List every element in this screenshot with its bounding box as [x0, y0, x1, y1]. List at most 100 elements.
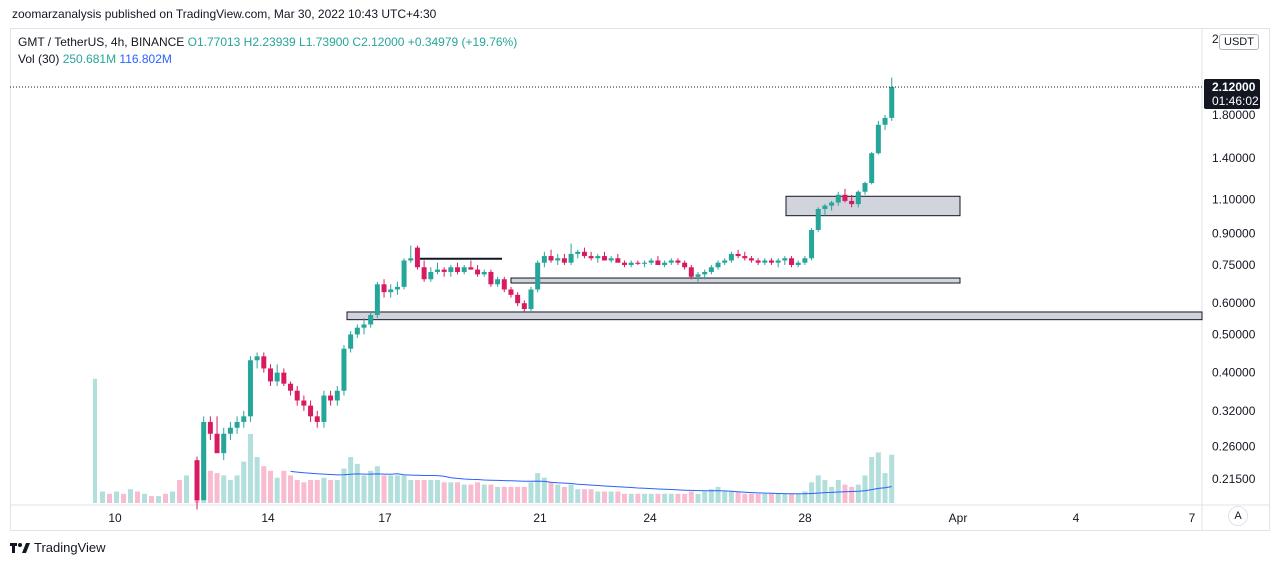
candle [308, 405, 314, 417]
candle [361, 324, 367, 328]
volume-bar [428, 480, 434, 503]
candle [267, 368, 273, 382]
volume-bar [855, 484, 861, 503]
candle [207, 421, 213, 434]
currency-button[interactable]: USDT [1219, 34, 1259, 50]
volume-bar [448, 482, 454, 503]
candle [227, 427, 233, 434]
candle [575, 251, 581, 254]
volume-label[interactable]: Vol (30) [18, 52, 60, 66]
chart-frame[interactable] [10, 28, 1270, 531]
volume-bar [802, 491, 808, 503]
volume-bar [535, 473, 541, 503]
candle [288, 383, 294, 391]
candle [829, 202, 835, 206]
candle [221, 433, 227, 454]
auto-scale-button[interactable]: A [1228, 506, 1248, 526]
volume-bar [588, 489, 594, 503]
volume-value: 250.681M [62, 52, 117, 66]
candle [601, 256, 607, 261]
volume-bar [601, 491, 607, 503]
candle [702, 271, 708, 275]
candle [475, 269, 481, 275]
candle [241, 416, 247, 422]
candle [401, 260, 407, 287]
candle [809, 229, 815, 259]
candle [468, 267, 474, 270]
candle [488, 271, 494, 285]
candle [294, 390, 300, 401]
volume-bar [475, 482, 481, 503]
volume-bar [341, 468, 347, 503]
volume-bar [862, 475, 868, 503]
volume-bar [261, 466, 267, 503]
candle [822, 205, 828, 209]
candle [521, 303, 527, 310]
volume-bar [488, 484, 494, 503]
volume-bar [568, 484, 574, 503]
volume-bar [334, 480, 340, 503]
volume-bar [728, 491, 734, 503]
candle [254, 356, 260, 361]
volume-bar [695, 493, 701, 503]
candle [889, 86, 895, 118]
candle [455, 267, 461, 272]
candle [762, 260, 768, 263]
volume-bar [308, 480, 314, 503]
candle [695, 274, 701, 277]
candle [795, 262, 801, 265]
volume-bar [361, 475, 367, 503]
candle [742, 256, 748, 259]
candle [849, 200, 855, 205]
volume-bar [768, 493, 774, 503]
volume-bar [842, 484, 848, 503]
volume-bar [142, 493, 147, 503]
candle [875, 124, 881, 154]
volume-bar [354, 463, 360, 503]
volume-bar [241, 461, 247, 503]
tradingview-logo-icon [10, 542, 30, 554]
volume-bar [301, 482, 307, 503]
volume-bar [128, 489, 133, 503]
volume-bar [809, 482, 815, 503]
volume-bar [688, 491, 694, 503]
volume-bar [849, 486, 855, 503]
candle [668, 260, 674, 263]
legend-symbol[interactable]: GMT / TetherUS, 4h, BINANCE [18, 35, 185, 49]
volume-bar [755, 493, 761, 503]
volume-bar [782, 493, 788, 503]
volume-bar [294, 480, 300, 503]
price-tick-label: 1.40000 [1212, 151, 1256, 165]
brand-name: TradingView [34, 540, 106, 555]
volume-bar [288, 475, 294, 503]
candle [247, 360, 253, 417]
volume-bar [394, 475, 400, 503]
volume-bar [722, 491, 728, 503]
candle [655, 260, 661, 265]
candle [642, 262, 648, 264]
candle [755, 260, 761, 263]
volume-bar [875, 452, 881, 503]
tradingview-brand[interactable]: TradingView [10, 540, 106, 555]
volume-bar [281, 470, 287, 503]
candle [688, 267, 694, 277]
support-zone [510, 277, 961, 284]
candle [815, 208, 821, 230]
volume-bar [789, 493, 795, 503]
candles [10, 77, 1202, 510]
candle [675, 260, 681, 263]
candle [541, 256, 547, 263]
volume-bar [121, 493, 126, 503]
price-tick-label: 0.40000 [1212, 366, 1256, 380]
time-tick-label: 28 [798, 511, 812, 525]
candle [595, 256, 601, 259]
candle [428, 271, 434, 280]
volume-bar [635, 493, 641, 503]
candle [368, 315, 374, 325]
candle [441, 269, 447, 272]
price-axis: 1.80000 1.40000 1.10000 0.90000 0.75000 0.600… [1204, 32, 1260, 486]
volume-bar [177, 480, 182, 503]
candle [501, 279, 507, 290]
candle [314, 416, 320, 422]
